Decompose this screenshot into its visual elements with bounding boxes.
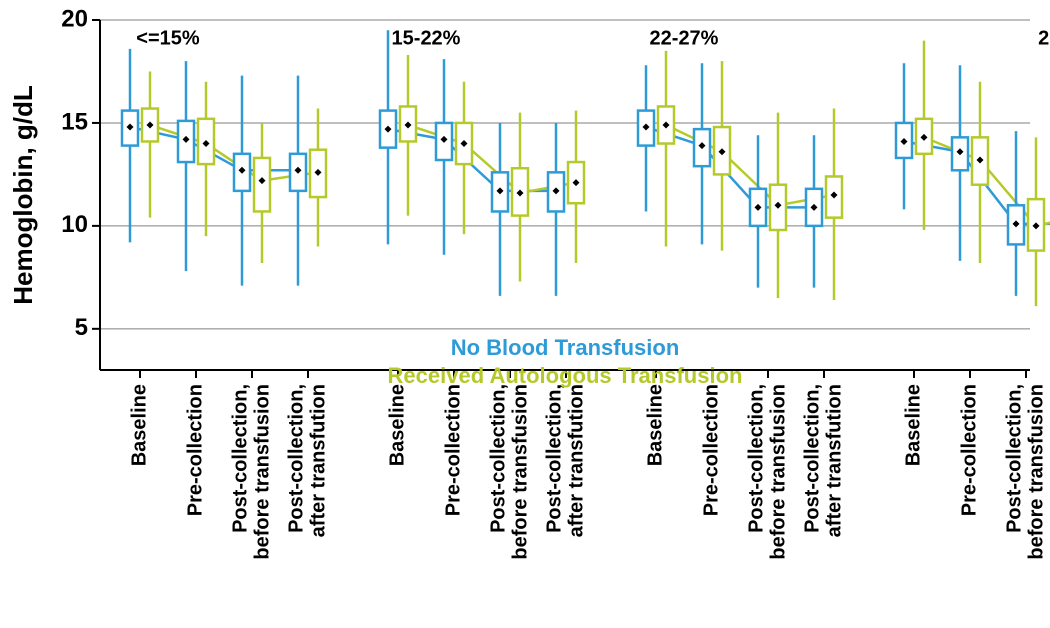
panel-title: <=15% (136, 28, 200, 50)
x-tick-label: Post-collection,before transfusion (487, 384, 531, 560)
x-tick-label: Pre-collection (700, 384, 722, 516)
svg-text:Baseline: Baseline (386, 384, 408, 466)
y-axis-label: Hemoglobin, g/dL (8, 85, 38, 305)
svg-text:before transfusion: before transfusion (251, 384, 273, 560)
x-tick-label: Post-collection,before transfusion (745, 384, 789, 560)
svg-text:Pre-collection: Pre-collection (442, 384, 464, 516)
legend-entry: No Blood Transfusion (451, 335, 680, 360)
x-tick-label: Post-collection,before transfusion (229, 384, 273, 560)
y-tick-label: 10 (61, 211, 88, 238)
svg-text:Post-collection,: Post-collection, (1003, 384, 1025, 533)
svg-text:before transfusion: before transfusion (509, 384, 531, 560)
svg-text:before transfusion: before transfusion (767, 384, 789, 560)
svg-text:Post-collection,: Post-collection, (487, 384, 509, 533)
x-tick-label: Pre-collection (442, 384, 464, 516)
y-tick-label: 5 (75, 314, 88, 341)
svg-text:Post-collection,: Post-collection, (543, 384, 565, 533)
svg-text:Pre-collection: Pre-collection (184, 384, 206, 516)
box (254, 158, 270, 212)
x-tick-label: Baseline (386, 384, 408, 466)
x-tick-label: Pre-collection (184, 384, 206, 516)
svg-text:Pre-collection: Pre-collection (700, 384, 722, 516)
svg-text:Post-collection,: Post-collection, (801, 384, 823, 533)
x-tick-label: Baseline (902, 384, 924, 466)
x-tick-label: Post-collection,after transfution (543, 384, 587, 537)
svg-text:Baseline: Baseline (644, 384, 666, 466)
svg-text:Baseline: Baseline (902, 384, 924, 466)
x-tick-label: Post-collection,before transfusion (1003, 384, 1047, 560)
chart-svg: 5 10 15 20 Hemoglobin, g/dL <=15% 15-22% 22-27%… (0, 0, 1050, 628)
x-tick-label: Baseline (128, 384, 150, 466)
svg-text:after transfution: after transfution (565, 384, 587, 537)
svg-text:Post-collection,: Post-collection, (745, 384, 767, 533)
svg-text:after transfution: after transfution (823, 384, 845, 537)
svg-text:Post-collection,: Post-collection, (285, 384, 307, 533)
panel-title: 27%< (1038, 28, 1050, 50)
y-tick-label: 15 (61, 108, 88, 135)
svg-text:Pre-collection: Pre-collection (958, 384, 980, 516)
x-tick-label: Post-collection,after transfution (801, 384, 845, 537)
svg-text:Baseline: Baseline (128, 384, 150, 466)
x-tick-label: Post-collection,after transfution (285, 384, 329, 537)
panel-title: 15-22% (392, 28, 461, 50)
svg-text:Post-collection,: Post-collection, (229, 384, 251, 533)
legend-entry: Received Autologous Transfusion (388, 363, 743, 388)
x-tick-label: Pre-collection (958, 384, 980, 516)
y-tick-label: 20 (61, 5, 88, 32)
svg-text:before transfusion: before transfusion (1025, 384, 1047, 560)
panel-title: 22-27% (650, 28, 719, 50)
svg-text:after transfution: after transfution (307, 384, 329, 537)
hemoglobin-boxplot-chart: 5 10 15 20 Hemoglobin, g/dL <=15% 15-22% 22-27%… (0, 0, 1050, 628)
x-tick-label: Baseline (644, 384, 666, 466)
